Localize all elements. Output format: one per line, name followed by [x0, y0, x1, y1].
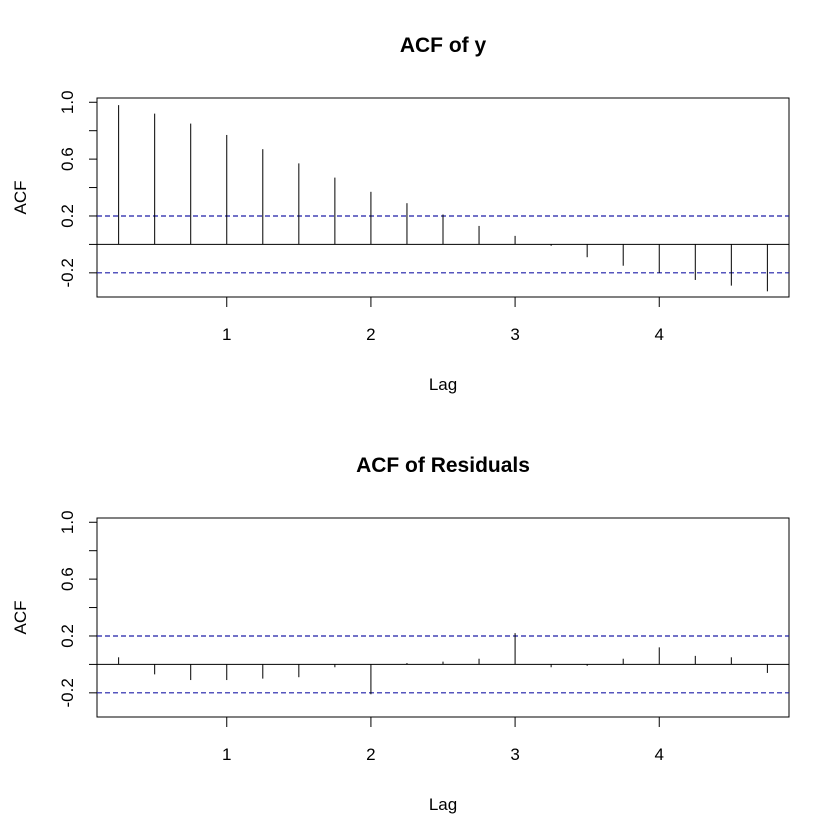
y-tick-label: -0.2 — [58, 678, 77, 707]
y-tick-label: 1.0 — [58, 510, 77, 534]
plot-frame — [96, 517, 790, 718]
x-tick-label: 1 — [222, 745, 231, 764]
x-tick-label: 4 — [655, 745, 664, 764]
x-tick-label: 1 — [222, 325, 231, 344]
y-tick-label: 1.0 — [58, 90, 77, 114]
y-tick-label: 0.2 — [58, 624, 77, 648]
chart-title: ACF of Residuals — [356, 454, 530, 477]
y-tick-label: -0.2 — [58, 258, 77, 287]
chart-title: ACF of y — [400, 34, 487, 57]
x-tick-label: 3 — [510, 745, 519, 764]
y-tick-label: 0.2 — [58, 204, 77, 228]
x-axis-label: Lag — [429, 375, 457, 394]
y-tick-label: 0.6 — [58, 567, 77, 591]
x-tick-label: 4 — [655, 325, 664, 344]
x-axis-label: Lag — [429, 795, 457, 814]
acf-panel-residuals: ACF of Residuals -0.2 0.2 0.6 1.0 1 2 3 4 Lag ACF — [11, 454, 790, 814]
x-tick-label: 2 — [366, 745, 375, 764]
y-tick-label: 0.6 — [58, 147, 77, 171]
x-tick-label: 3 — [510, 325, 519, 344]
y-axis-label: ACF — [11, 181, 30, 215]
y-axis-label: ACF — [11, 601, 30, 635]
plot-frame — [96, 97, 790, 298]
x-tick-label: 2 — [366, 325, 375, 344]
acf-panel-y: ACF of y -0.2 0.2 0.6 1.0 1 2 3 4 Lag ACF — [11, 34, 790, 394]
